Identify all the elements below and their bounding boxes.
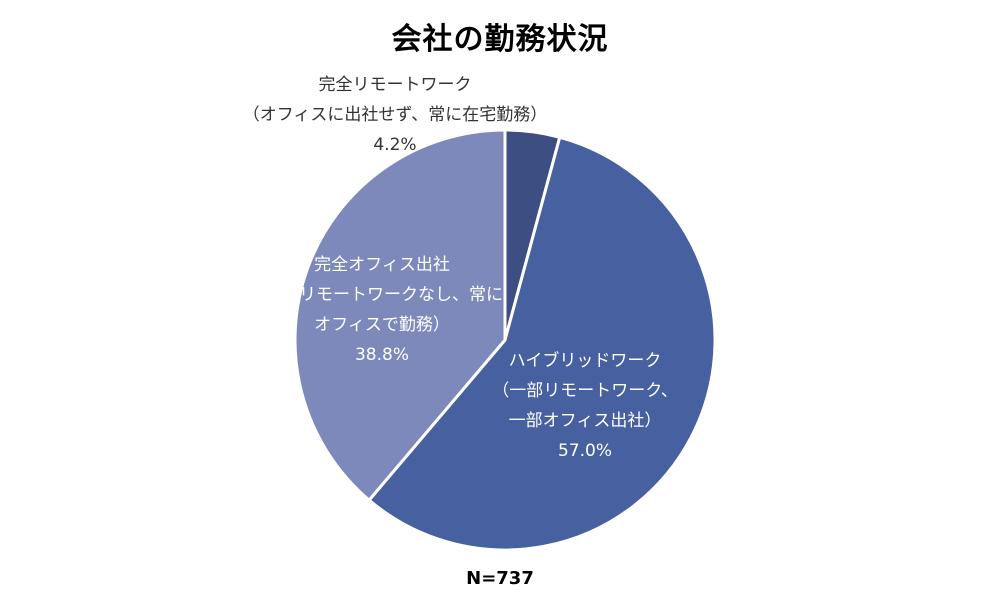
slice-label-remote-line-1: 完全リモートワーク: [318, 75, 472, 95]
slice-label-remote-line-2: （オフィスに出社せず、常に在宅勤務）: [242, 105, 548, 125]
slice-label-remote: 完全リモートワーク （オフィスに出社せず、常に在宅勤務） 4.2%: [240, 70, 550, 160]
slice-label-remote-percent: 4.2%: [373, 135, 417, 155]
slice-label-hybrid-line-2: （一部リモートワーク、: [492, 381, 678, 401]
slice-label-office-line-3: オフィスで勤務）: [314, 315, 450, 335]
slice-label-office-line-2: （リモートワークなし、常に: [282, 285, 503, 305]
slice-label-office: 完全オフィス出社 （リモートワークなし、常に オフィスで勤務） 38.8%: [282, 250, 503, 370]
sample-size-note: N=737: [466, 568, 534, 589]
pie-slice-hybrid: [367, 135, 717, 552]
slice-label-office-percent: 38.8%: [354, 345, 409, 365]
chart-title: 会社の勤務状況: [391, 22, 609, 57]
slice-label-hybrid-percent: 57.0%: [557, 441, 612, 461]
slice-label-hybrid-line-3: 一部オフィス出社）: [508, 411, 662, 431]
slice-label-office-line-1: 完全オフィス出社: [314, 255, 450, 275]
pie-slice-office: [293, 128, 507, 502]
slice-label-hybrid-line-1: ハイブリッドワーク: [508, 351, 662, 371]
slice-label-hybrid: ハイブリッドワーク （一部リモートワーク、 一部オフィス出社） 57.0%: [470, 346, 700, 466]
